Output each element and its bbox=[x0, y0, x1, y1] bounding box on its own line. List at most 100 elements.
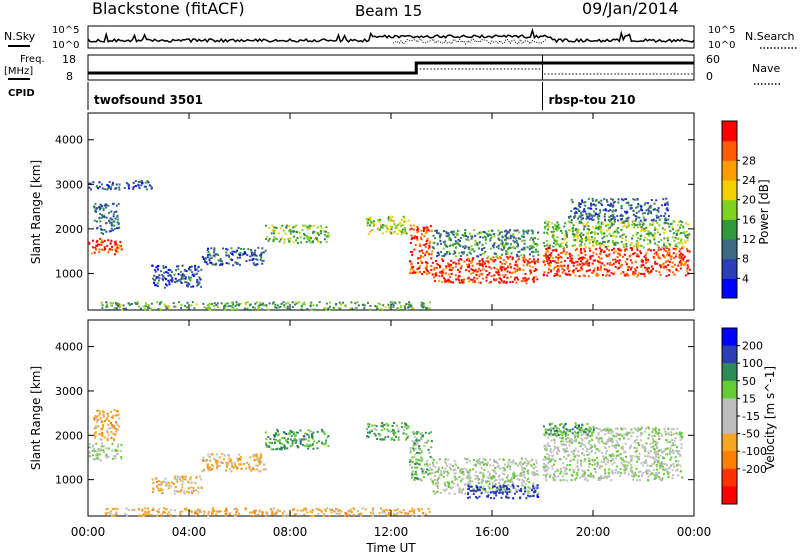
scatter-cell bbox=[180, 275, 183, 278]
scatter-cell bbox=[507, 237, 510, 240]
scatter-cell bbox=[423, 444, 426, 447]
scatter-cell bbox=[514, 488, 517, 491]
scatter-cell bbox=[635, 438, 638, 441]
scatter-cell bbox=[200, 478, 202, 481]
scatter-cell bbox=[265, 304, 268, 307]
colorbar-tick-label: 12 bbox=[742, 233, 756, 246]
scatter-cell bbox=[467, 472, 470, 475]
scatter-cell bbox=[158, 279, 160, 282]
scatter-cell bbox=[255, 455, 258, 457]
scatter-cell bbox=[430, 257, 433, 260]
scatter-cell bbox=[684, 240, 687, 243]
scatter-cell bbox=[570, 459, 573, 462]
scatter-cell bbox=[579, 203, 582, 205]
scatter-cell bbox=[488, 483, 491, 485]
scatter-cell bbox=[686, 250, 689, 253]
scatter-cell bbox=[389, 225, 392, 228]
scatter-cell bbox=[658, 467, 661, 469]
scatter-cell bbox=[637, 475, 640, 478]
scatter-cell bbox=[469, 232, 472, 235]
scatter-cell bbox=[640, 272, 642, 275]
scatter-cell bbox=[454, 463, 457, 466]
scatter-cell bbox=[553, 266, 556, 269]
scatter-cell bbox=[469, 485, 472, 488]
scatter-cell bbox=[427, 247, 430, 250]
scatter-cell bbox=[424, 266, 427, 269]
scatter-cell bbox=[385, 422, 388, 425]
scatter-cell bbox=[546, 274, 549, 277]
scatter-cell bbox=[426, 306, 429, 309]
scatter-cell bbox=[579, 205, 582, 208]
scatter-cell bbox=[635, 450, 638, 453]
scatter-cell bbox=[598, 467, 601, 470]
scatter-cell bbox=[433, 268, 436, 271]
scatter-cell bbox=[584, 246, 587, 248]
scatter-cell bbox=[639, 223, 642, 226]
scatter-cell bbox=[590, 236, 593, 239]
scatter-cell bbox=[498, 233, 501, 236]
scatter-cell bbox=[585, 215, 588, 218]
scatter-cell bbox=[680, 238, 683, 241]
scatter-cell bbox=[611, 264, 614, 266]
scatter-cell bbox=[655, 459, 658, 462]
scatter-cell bbox=[97, 448, 100, 451]
scatter-cell bbox=[572, 228, 575, 231]
scatter-cell bbox=[105, 301, 108, 304]
scatter-cell bbox=[504, 463, 506, 466]
scatter-cell bbox=[590, 214, 593, 217]
scatter-cell bbox=[611, 239, 614, 242]
scatter-cell bbox=[427, 439, 430, 442]
scatter-cell bbox=[443, 460, 446, 463]
scatter-cell bbox=[252, 455, 255, 458]
scatter-cell bbox=[614, 445, 617, 448]
scatter-cell bbox=[431, 250, 434, 253]
scatter-cell bbox=[512, 459, 515, 462]
scatter-cell bbox=[478, 495, 481, 498]
scatter-cell bbox=[160, 487, 163, 490]
scatter-cell bbox=[207, 251, 210, 253]
scatter-cell bbox=[633, 446, 636, 449]
scatter-cell bbox=[414, 463, 417, 465]
scatter-cell bbox=[385, 224, 388, 227]
scatter-cell bbox=[531, 466, 534, 469]
scatter-cell bbox=[457, 466, 459, 469]
scatter-cell bbox=[665, 439, 668, 441]
scatter-cell bbox=[501, 243, 504, 246]
scatter-cell bbox=[637, 255, 640, 258]
scatter-cell bbox=[507, 264, 510, 267]
scatter-cell bbox=[298, 301, 301, 304]
scatter-cell bbox=[192, 285, 195, 288]
scatter-cell bbox=[574, 229, 577, 232]
scatter-cell bbox=[649, 239, 652, 242]
scatter-cell bbox=[598, 437, 601, 440]
scatter-cell bbox=[534, 268, 537, 270]
scatter-cell bbox=[581, 262, 584, 265]
scatter-cell bbox=[277, 232, 280, 235]
scatter-cell bbox=[117, 222, 120, 225]
scatter-cell bbox=[522, 479, 525, 482]
scatter-cell bbox=[677, 237, 680, 240]
scatter-cell bbox=[260, 256, 263, 259]
scatter-cell bbox=[273, 237, 276, 240]
scatter-cell bbox=[502, 266, 505, 269]
scatter-cell bbox=[115, 303, 118, 306]
scatter-cell bbox=[668, 270, 671, 273]
scatter-cell bbox=[101, 248, 104, 251]
scatter-cell bbox=[108, 309, 111, 311]
scatter-cell bbox=[529, 272, 532, 275]
scatter-cell bbox=[96, 419, 99, 421]
scatter-cell bbox=[661, 227, 664, 230]
scatter-cell bbox=[88, 446, 91, 449]
scatter-cell bbox=[588, 460, 591, 462]
scatter-cell bbox=[616, 230, 619, 233]
scatter-cell bbox=[292, 433, 295, 436]
scatter-cell bbox=[117, 443, 120, 446]
scatter-cell bbox=[526, 479, 529, 482]
scatter-cell bbox=[401, 231, 404, 233]
scatter-cell bbox=[224, 302, 227, 305]
scatter-cell bbox=[93, 427, 96, 430]
scatter-cell bbox=[227, 453, 230, 456]
scatter-cell bbox=[464, 232, 467, 234]
scatter-cell bbox=[679, 439, 682, 441]
